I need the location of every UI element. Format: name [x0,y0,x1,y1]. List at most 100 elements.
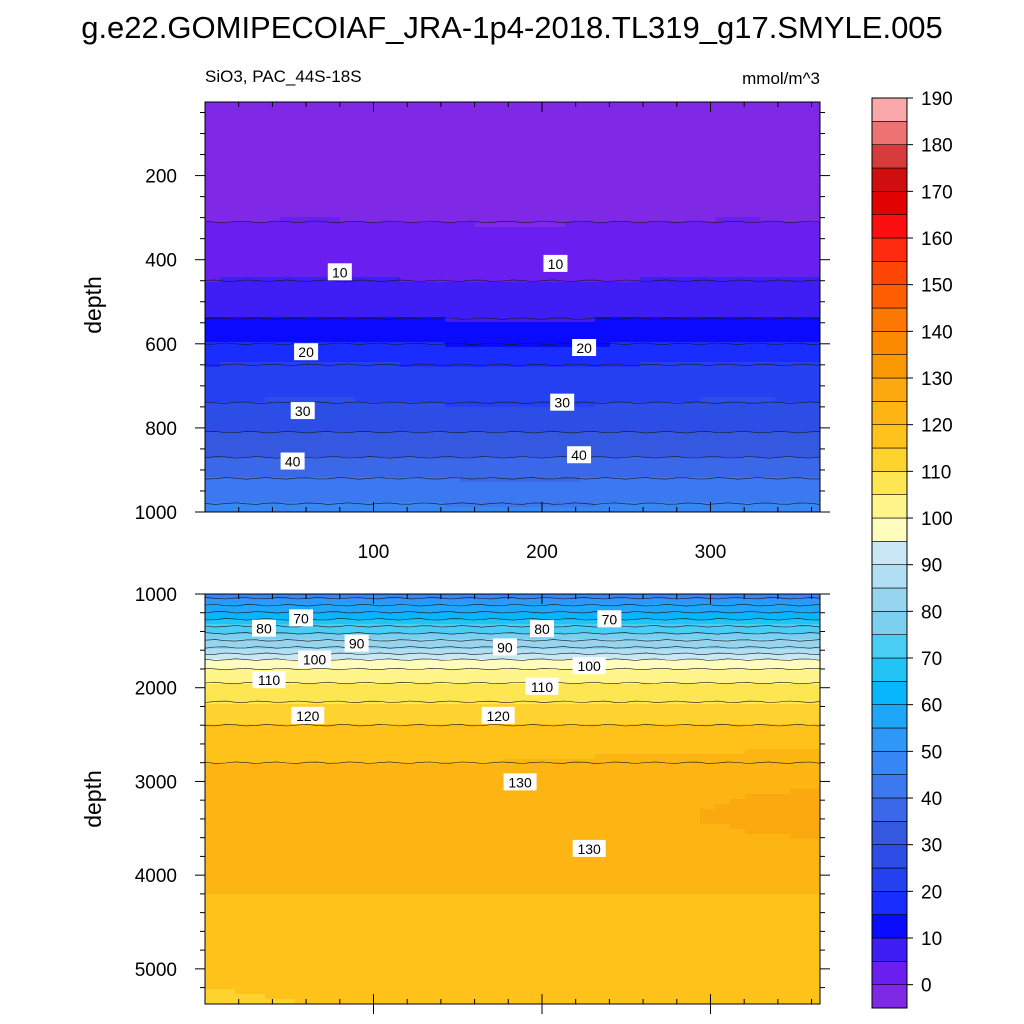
contour-fill-cell [295,467,311,473]
contour-fill-cell [730,704,746,710]
contour-fill-cell [625,442,641,448]
contour-fill-cell [430,749,446,755]
contour-fill-cell [775,362,791,368]
contour-fill-cell [235,277,251,283]
contour-fill-cell [565,287,581,293]
contour-fill-cell [745,277,761,283]
contour-fill-cell [790,267,806,273]
contour-fill-cell [385,644,401,650]
contour-fill-cell [790,382,806,388]
contour-fill-cell [445,287,461,293]
contour-fill-cell [760,442,776,448]
contour-fill-cell [730,744,746,750]
contour-fill-cell [325,297,341,303]
contour-fill-cell [520,142,536,148]
contour-fill-cell [265,157,281,163]
contour-fill-cell [265,207,281,213]
contour-fill-cell [205,417,221,423]
contour-fill-cell [670,137,686,143]
contour-fill-cell [805,282,820,288]
contour-fill-cell [730,502,746,508]
contour-fill-cell [700,402,716,408]
contour-fill-cell [685,377,701,383]
contour-fill-cell [235,282,251,288]
contour-fill-cell [220,282,236,288]
contour-fill-cell [400,207,416,213]
contour-fill-cell [295,282,311,288]
contour-fill-cell [505,477,521,483]
contour-fill-cell [235,317,251,323]
contour-fill-cell [745,749,761,755]
contour-fill-cell [790,272,806,278]
contour-fill-cell [625,392,641,398]
contour-fill-cell [370,402,386,408]
contour-fill-cell [520,117,536,123]
contour-fill-cell [400,604,416,610]
contour-fill-cell [535,397,551,403]
contour-fill-cell [415,397,431,403]
contour-fill-cell [475,372,491,378]
contour-fill-cell [325,427,341,433]
contour-fill-cell [655,277,671,283]
contour-fill-cell [595,222,611,228]
contour-fill-cell [430,272,446,278]
contour-fill-cell [610,362,626,368]
contour-fill-cell [670,187,686,193]
contour-fill-cell [685,367,701,373]
contour-fill-cell [385,719,401,725]
contour-fill-cell [400,734,416,740]
contour-fill-cell [655,462,671,468]
contour-fill-cell [730,604,746,610]
contour-fill-cell [655,182,671,188]
contour-fill-cell [235,247,251,253]
contour-fill-cell [325,482,341,488]
contour-fill-cell [490,222,506,228]
contour-fill-cell [280,704,296,710]
contour-fill-cell [475,272,491,278]
contour-fill-cell [445,397,461,403]
contour-fill-cell [475,629,491,635]
contour-fill-cell [745,282,761,288]
contour-fill-cell [250,402,266,408]
contour-fill-cell [745,222,761,228]
contour-fill-cell [250,472,266,478]
contour-fill-cell [460,704,476,710]
contour-fill-cell [655,639,671,645]
contour-fill-cell [640,452,656,458]
contour-fill-cell [325,147,341,153]
contour-fill-cell [505,447,521,453]
contour-fill-cell [220,197,236,203]
contour-fill-cell [340,257,356,263]
contour-fill-cell [730,247,746,253]
contour-fill-cell [535,277,551,283]
contour-fill-cell [445,432,461,438]
contour-fill-cell [685,257,701,263]
contour-fill-cell [355,477,371,483]
contour-fill-cell [640,497,656,503]
contour-fill-cell [490,437,506,443]
contour-label-text: 20 [576,340,592,356]
contour-fill-cell [340,387,356,393]
contour-fill-cell [310,669,326,675]
contour-fill-cell [205,232,221,238]
contour-fill-cell [610,242,626,248]
contour-fill-cell [475,472,491,478]
contour-fill-cell [580,302,596,308]
contour-fill-cell [400,292,416,298]
contour-fill-cell [325,132,341,138]
contour-fill-cell [220,669,236,675]
contour-fill-cell [310,442,326,448]
contour-fill-cell [460,774,476,780]
contour-fill-cell [415,187,431,193]
contour-fill-cell [550,739,566,745]
contour-fill-cell [235,699,251,705]
contour-fill-cell [460,282,476,288]
contour-fill-cell [640,267,656,273]
contour-fill-cell [550,272,566,278]
contour-fill-cell [685,107,701,113]
contour-fill-cell [460,649,476,655]
contour-fill-cell [250,197,266,203]
contour-fill-cell [475,422,491,428]
contour-fill-cell [595,287,611,293]
contour-fill-cell [520,482,536,488]
